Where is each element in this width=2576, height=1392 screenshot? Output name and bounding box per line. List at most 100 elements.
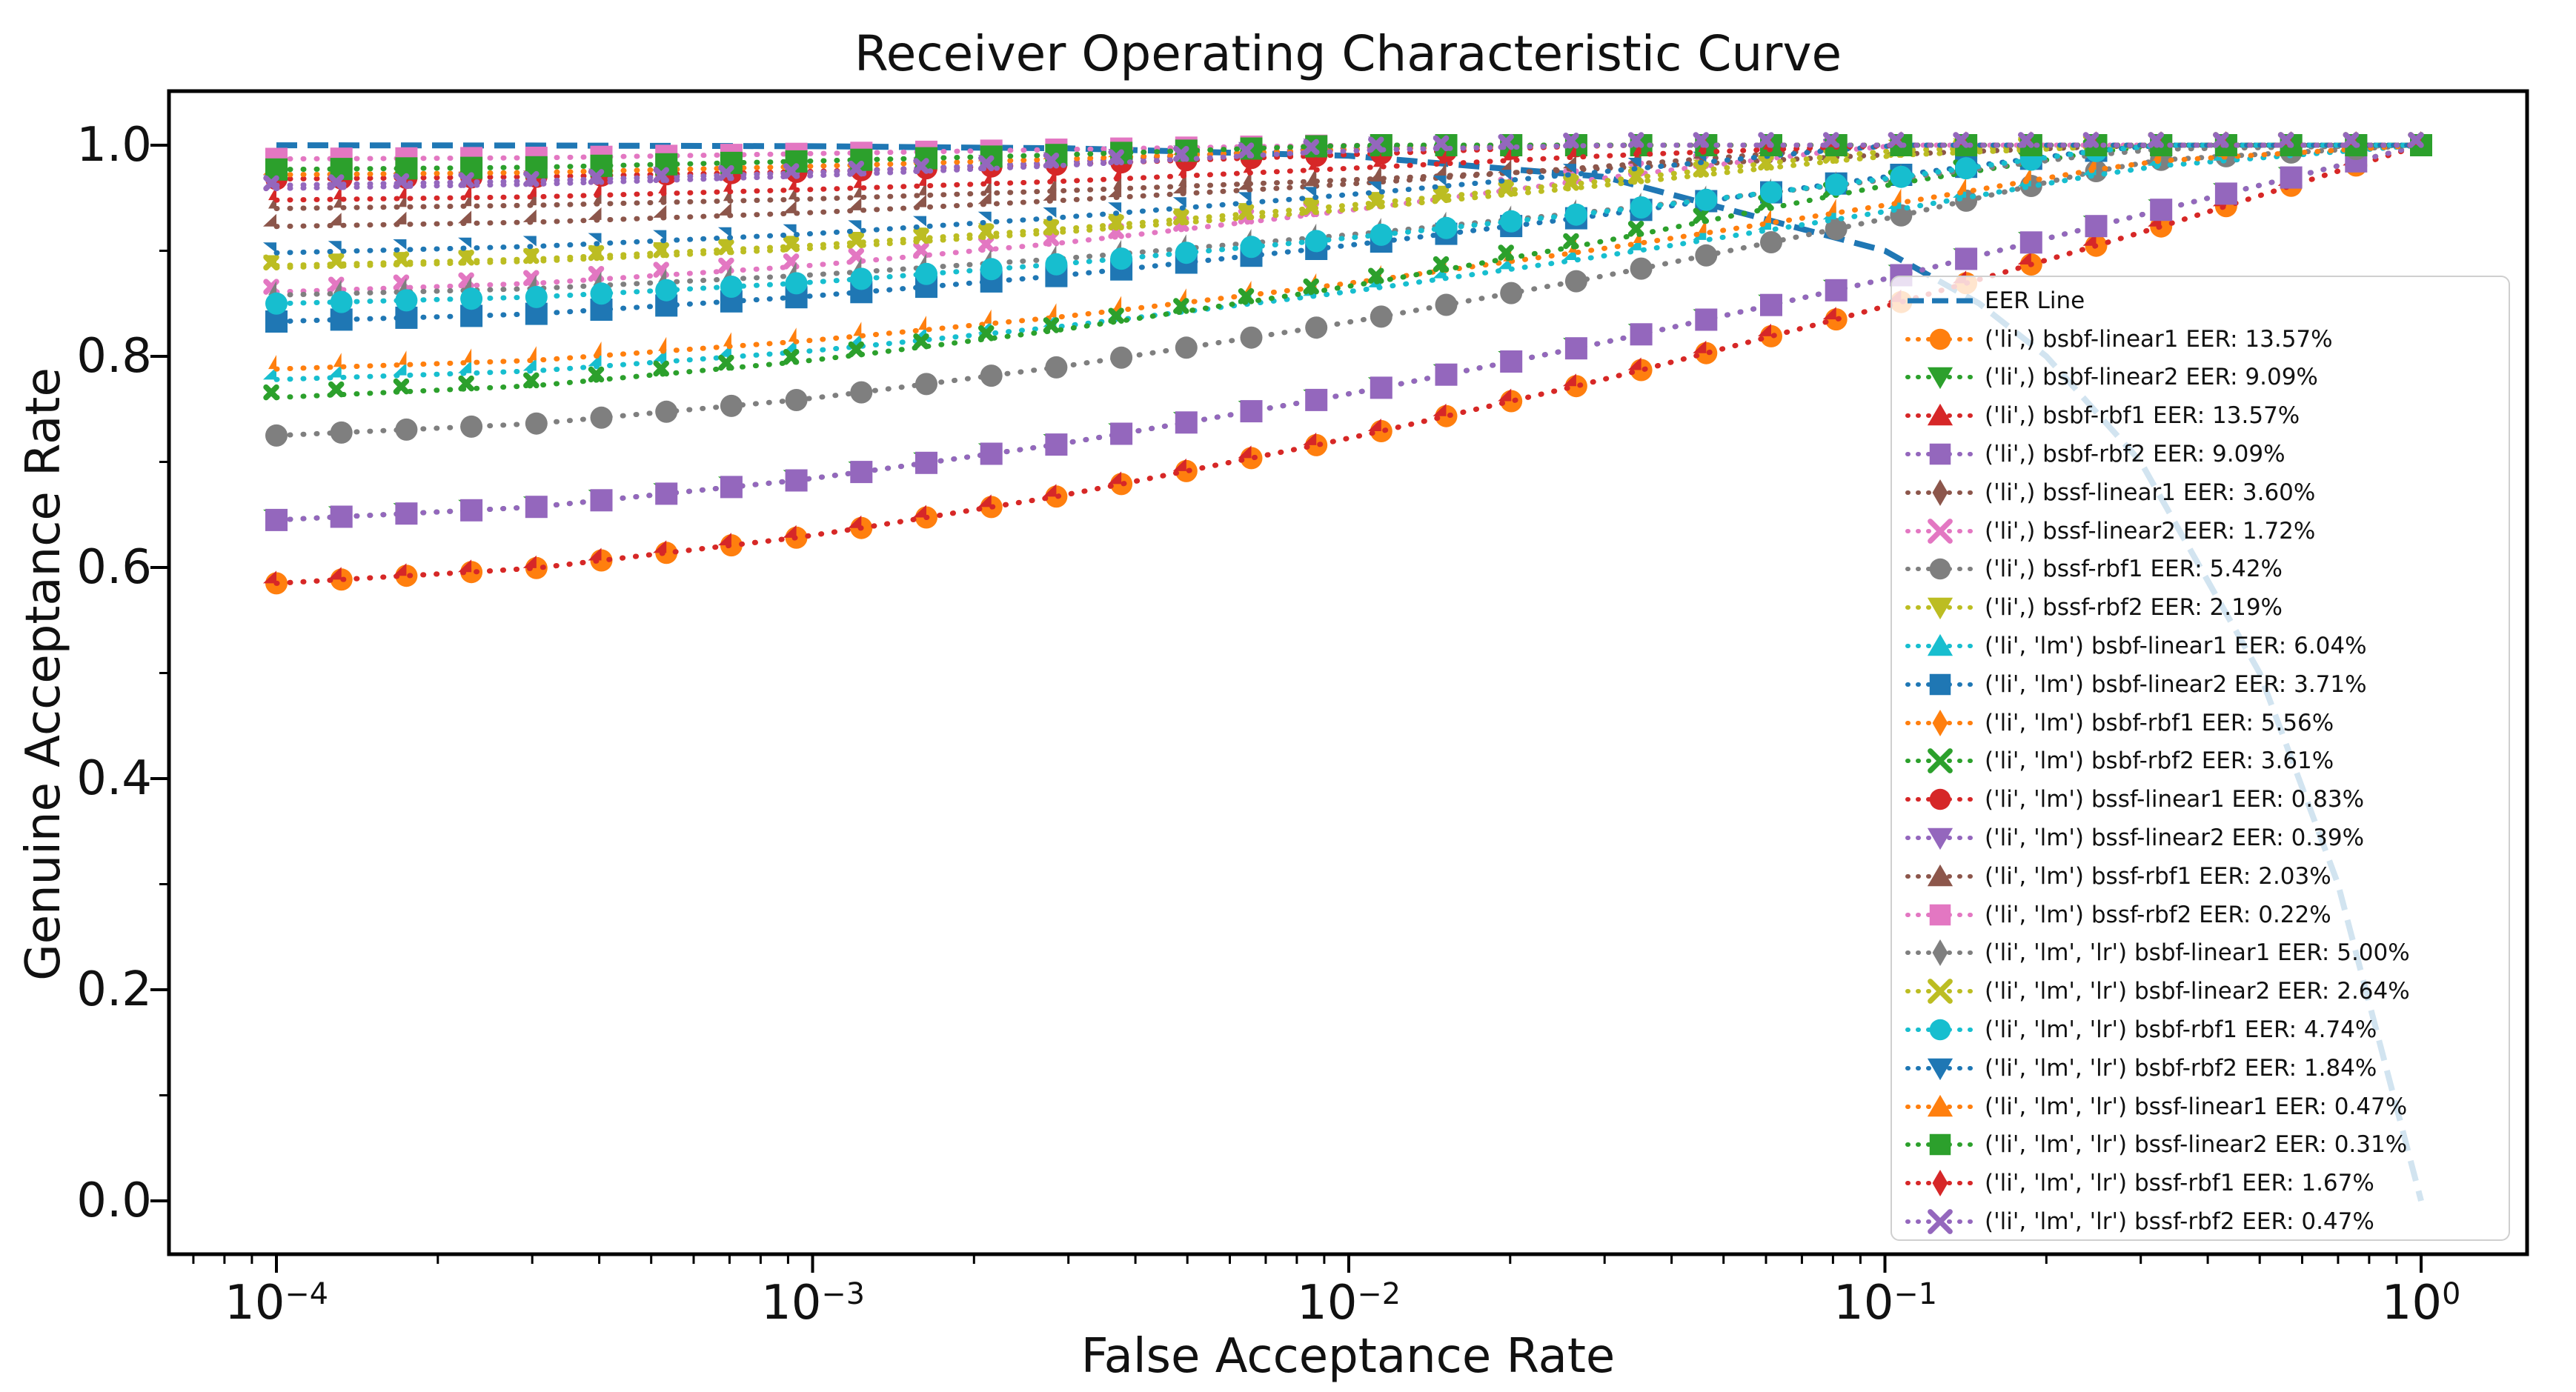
x-marker-icon xyxy=(1905,748,1976,774)
legend-entry: ('li', 'lm', 'lr') bssf-rbf2 EER: 0.47% xyxy=(1905,1202,2509,1241)
square-marker-icon xyxy=(1905,1134,1976,1156)
x-tick-label: 10−3 xyxy=(761,1275,865,1331)
thin-diamond-marker-icon xyxy=(1905,479,1976,506)
series-line xyxy=(273,142,2424,324)
legend-entry: ('li', 'lm', 'lr') bsbf-rbf1 EER: 4.74% xyxy=(1905,1010,2509,1049)
legend-entry-label: ('li',) bssf-rbf2 EER: 2.19% xyxy=(1985,594,2283,622)
thin-diamond-marker-icon xyxy=(1905,709,1976,736)
legend-entry-label: ('li', 'lm') bssf-rbf2 EER: 0.22% xyxy=(1985,901,2331,928)
legend-entry: ('li', 'lm', 'lr') bssf-rbf1 EER: 1.67% xyxy=(1905,1164,2509,1202)
series-6 xyxy=(265,134,2432,447)
x-tick-label: 10−4 xyxy=(225,1275,328,1331)
series-line xyxy=(273,142,2424,298)
x-axis-label: False Acceptance Rate xyxy=(1080,1329,1616,1384)
series-line xyxy=(273,142,2424,256)
thin-diamond-marker-icon xyxy=(1905,939,1976,967)
legend-entry-label: ('li', 'lm', 'lr') bssf-linear1 EER: 0.4… xyxy=(1985,1093,2408,1120)
y-tick-label: 1.0 xyxy=(76,118,152,173)
y-tick-label: 0.0 xyxy=(76,1173,152,1228)
x-tick-label: 10−1 xyxy=(1833,1275,1937,1331)
triangle-up-marker-icon xyxy=(1905,404,1976,426)
legend-entry: ('li', 'lm') bssf-rbf2 EER: 0.22% xyxy=(1905,896,2509,934)
legend-entry-label: ('li', 'lm') bsbf-rbf1 EER: 5.56% xyxy=(1985,709,2334,736)
triangle-up-marker-icon xyxy=(1905,633,1976,656)
series-line xyxy=(273,142,2424,382)
triangle-up-marker-icon xyxy=(1905,1094,1976,1116)
triangle-down-marker-icon xyxy=(1905,597,1976,620)
square-marker-icon xyxy=(1905,443,1976,465)
legend-entry: ('li', 'lm', 'lr') bsbf-rbf2 EER: 1.84% xyxy=(1905,1049,2509,1088)
legend-entry: ('li',) bssf-rbf1 EER: 5.42% xyxy=(1905,550,2509,589)
legend-entry-label: EER Line xyxy=(1985,287,2085,314)
plot-border xyxy=(167,89,2529,1256)
series-line xyxy=(273,142,2424,307)
square-marker-icon xyxy=(1905,673,1976,696)
circle-marker-icon xyxy=(1905,328,1976,350)
legend-entry: ('li', 'lm', 'lr') bsbf-linear1 EER: 5.0… xyxy=(1905,934,2509,973)
circle-marker-icon xyxy=(1905,559,1976,580)
series-3 xyxy=(265,134,2432,531)
legend-entry: ('li',) bssf-linear2 EER: 1.72% xyxy=(1905,512,2509,550)
series-23 xyxy=(263,132,2424,192)
legend-entry-label: ('li', 'lm') bsbf-rbf2 EER: 3.61% xyxy=(1985,747,2334,775)
legend-entry-label: ('li', 'lm') bssf-rbf1 EER: 2.03% xyxy=(1985,862,2331,890)
legend-entry-label: ('li', 'lm', 'lr') bssf-rbf1 EER: 1.67% xyxy=(1985,1170,2374,1197)
legend-entry: ('li',) bsbf-linear2 EER: 9.09% xyxy=(1905,359,2509,397)
series-line xyxy=(273,142,2424,268)
legend-entry: ('li',) bsbf-rbf1 EER: 13.57% xyxy=(1905,396,2509,435)
legend-entry: ('li', 'lm') bsbf-rbf1 EER: 5.56% xyxy=(1905,704,2509,742)
series-line xyxy=(273,142,2424,270)
legend-entry: ('li',) bsbf-linear1 EER: 13.57% xyxy=(1905,320,2509,359)
series-line xyxy=(273,142,2424,372)
legend-entry-label: ('li', 'lm', 'lr') bsbf-linear2 EER: 2.6… xyxy=(1985,978,2410,1005)
legend-entry-label: ('li',) bsbf-rbf2 EER: 9.09% xyxy=(1985,441,2285,468)
series-line xyxy=(273,142,2424,191)
legend-entry: ('li', 'lm') bsbf-linear1 EER: 6.04% xyxy=(1905,627,2509,665)
circle-marker-icon xyxy=(1905,1019,1976,1041)
series-line xyxy=(273,142,2424,523)
series-line xyxy=(273,142,2424,586)
triangle-down-marker-icon xyxy=(1905,1058,1976,1080)
eer-line-sample xyxy=(1908,298,1974,304)
y-tick-label: 0.6 xyxy=(76,540,152,595)
legend-entry-label: ('li', 'lm', 'lr') bssf-rbf2 EER: 0.47% xyxy=(1985,1208,2374,1236)
legend-entry-label: ('li',) bsbf-rbf1 EER: 13.57% xyxy=(1985,402,2300,430)
legend-entry-label: ('li', 'lm', 'lr') bssf-linear2 EER: 0.3… xyxy=(1985,1131,2408,1159)
legend-entry-label: ('li', 'lm') bssf-linear1 EER: 0.83% xyxy=(1985,786,2365,813)
legend-entry: ('li', 'lm') bssf-linear2 EER: 0.39% xyxy=(1905,819,2509,857)
square-marker-icon xyxy=(1905,904,1976,925)
legend-entry: ('li', 'lm') bssf-rbf1 EER: 2.03% xyxy=(1905,857,2509,896)
legend-entry: ('li', 'lm') bsbf-rbf2 EER: 3.61% xyxy=(1905,742,2509,781)
x-marker-icon xyxy=(1905,518,1976,544)
legend-entry-label: ('li', 'lm') bsbf-linear1 EER: 6.04% xyxy=(1985,633,2367,660)
legend-entry-label: ('li',) bssf-linear1 EER: 3.60% xyxy=(1985,479,2316,506)
x-tick-label: 100 xyxy=(2381,1275,2461,1331)
triangle-up-marker-icon xyxy=(1905,864,1976,887)
y-tick-label: 0.4 xyxy=(76,751,152,806)
legend-entry-label: ('li', 'lm', 'lr') bsbf-rbf2 EER: 1.84% xyxy=(1985,1054,2377,1082)
chart-title: Receiver Operating Characteristic Curve xyxy=(854,25,1842,82)
series-line xyxy=(273,142,2424,439)
legend-entry: ('li',) bsbf-rbf2 EER: 9.09% xyxy=(1905,435,2509,473)
x-marker-icon xyxy=(1905,1209,1976,1234)
legend-entry: ('li', 'lm') bsbf-linear2 EER: 3.71% xyxy=(1905,665,2509,704)
legend-entry: ('li', 'lm') bssf-linear1 EER: 0.83% xyxy=(1905,780,2509,819)
x-tick-label: 10−2 xyxy=(1297,1275,1401,1331)
legend-entry: ('li',) bssf-linear1 EER: 3.60% xyxy=(1905,473,2509,512)
legend-entry-label: ('li', 'lm') bssf-linear2 EER: 0.39% xyxy=(1985,825,2365,852)
legend-entry: ('li', 'lm', 'lr') bssf-linear2 EER: 0.3… xyxy=(1905,1126,2509,1165)
legend-entry-label: ('li',) bsbf-linear2 EER: 9.09% xyxy=(1985,364,2318,391)
legend-entry: ('li',) bssf-rbf2 EER: 2.19% xyxy=(1905,588,2509,627)
x-marker-icon xyxy=(1905,979,1976,1005)
legend-entry-label: ('li', 'lm', 'lr') bsbf-rbf1 EER: 4.74% xyxy=(1985,1016,2377,1044)
legend-entry-label: ('li', 'lm') bsbf-linear2 EER: 3.71% xyxy=(1985,670,2367,698)
y-tick-label: 0.8 xyxy=(76,329,152,384)
legend-entry-label: ('li',) bsbf-linear1 EER: 13.57% xyxy=(1985,325,2333,353)
legend-entry: ('li', 'lm', 'lr') bssf-linear1 EER: 0.4… xyxy=(1905,1088,2509,1126)
chart-legend: EER Line ('li',) bsbf-linear1 EER: 13.57%… xyxy=(1890,276,2510,1241)
series-2 xyxy=(263,133,2424,586)
thin-diamond-marker-icon xyxy=(1905,1170,1976,1197)
series-line xyxy=(273,142,2424,295)
